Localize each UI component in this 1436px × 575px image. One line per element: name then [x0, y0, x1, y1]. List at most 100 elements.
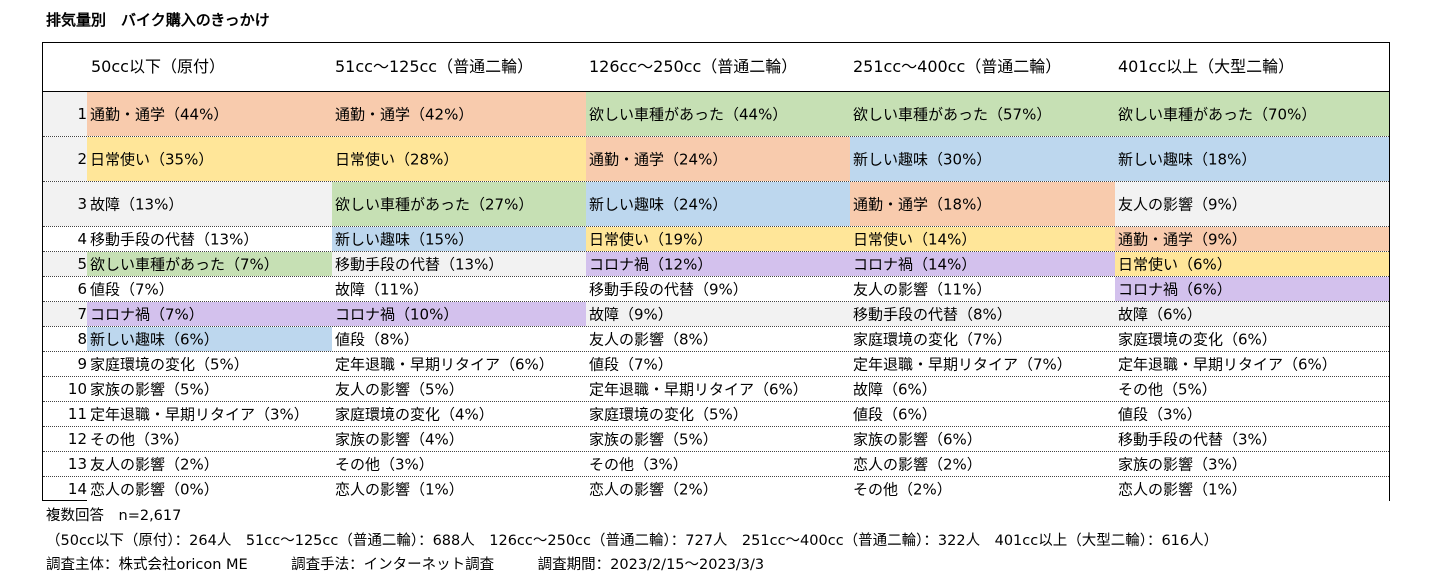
- table-cell: 通勤・通学（9%）: [1115, 227, 1389, 251]
- table-cell: 通勤・通学（44%）: [87, 92, 332, 136]
- table-cell: 故障（11%）: [332, 277, 586, 301]
- table-cell: 恋人の影響（2%）: [850, 452, 1115, 476]
- table-cell: 移動手段の代替（13%）: [87, 227, 332, 251]
- chart-title: 排気量別 バイク購入のきっかけ: [46, 11, 270, 29]
- table-cell: 新しい趣味（30%）: [850, 137, 1115, 181]
- table-cell: 故障（9%）: [586, 302, 850, 326]
- table-cell: 移動手段の代替（9%）: [586, 277, 850, 301]
- column-header-3: 126cc～250cc（普通二輪）: [589, 57, 798, 76]
- table-cell: 恋人の影響（2%）: [586, 477, 850, 501]
- rank-background: [43, 182, 87, 226]
- table-cell: 恋人の影響（1%）: [1115, 477, 1389, 501]
- rank-background: [43, 92, 87, 136]
- table-cell: 欲しい車種があった（7%）: [87, 252, 332, 276]
- table-row: 1 通勤・通学（44%） 通勤・通学（42%） 欲しい車種があった（44%） 欲しい車種…: [43, 92, 1389, 137]
- table-row: 4 移動手段の代替（13%） 新しい趣味（15%） 日常使い（19%） 日常使い（14%…: [43, 227, 1389, 252]
- table-cell: 日常使い（28%）: [332, 137, 586, 181]
- table-cell: コロナ禍（7%）: [87, 302, 332, 326]
- table-cell: 友人の影響（9%）: [1115, 182, 1389, 226]
- table-cell: 故障（6%）: [850, 377, 1115, 401]
- table-row: 14 恋人の影響（0%） 恋人の影響（1%） 恋人の影響（2%） その他（2%） 恋人の影…: [43, 477, 1389, 501]
- column-header-2: 51cc～125cc（普通二輪）: [335, 57, 534, 76]
- rank-background: [43, 302, 87, 326]
- table-cell: 値段（6%）: [850, 402, 1115, 426]
- rank-label: 8: [77, 330, 87, 348]
- table-cell: 通勤・通学（18%）: [850, 182, 1115, 226]
- rank-label: 10: [67, 380, 87, 398]
- table-cell: 通勤・通学（24%）: [586, 137, 850, 181]
- table-cell: その他（3%）: [332, 452, 586, 476]
- table-cell: 日常使い（35%）: [87, 137, 332, 181]
- table-cell: 日常使い（6%）: [1115, 252, 1389, 276]
- table-cell: 値段（7%）: [87, 277, 332, 301]
- table-row: 3 故障（13%） 欲しい車種があった（27%） 新しい趣味（24%） 通勤・通学（18…: [43, 182, 1389, 227]
- column-header-4: 251cc～400cc（普通二輪）: [853, 57, 1062, 76]
- rank-label: 4: [77, 230, 87, 248]
- table-header: 50cc以下（原付） 51cc～125cc（普通二輪） 126cc～250cc（普通…: [43, 43, 1389, 92]
- table-row: 2 日常使い（35%） 日常使い（28%） 通勤・通学（24%） 新しい趣味（30%）新…: [43, 137, 1389, 182]
- rank-label: 14: [67, 480, 87, 498]
- table-cell: コロナ禍（6%）: [1115, 277, 1389, 301]
- table-cell: 故障（6%）: [1115, 302, 1389, 326]
- table-cell: 欲しい車種があった（44%）: [586, 92, 850, 136]
- table-cell: コロナ禍（12%）: [586, 252, 850, 276]
- rank-label: 3: [77, 195, 87, 213]
- table-cell: 新しい趣味（15%）: [332, 227, 586, 251]
- table-cell: 値段（3%）: [1115, 402, 1389, 426]
- rank-label: 1: [77, 105, 87, 123]
- table-cell: 定年退職・早期リタイア（6%）: [586, 377, 850, 401]
- table-row: 5 欲しい車種があった（7%） 移動手段の代替（13%） コロナ禍（12%） コロナ禍（…: [43, 252, 1389, 277]
- table-cell: 友人の影響（11%）: [850, 277, 1115, 301]
- table-cell: 家庭環境の変化（6%）: [1115, 327, 1389, 351]
- rank-background: [43, 137, 87, 181]
- table-cell: 日常使い（14%）: [850, 227, 1115, 251]
- rank-label: 5: [77, 255, 87, 273]
- table-row: 13 友人の影響（2%） その他（3%） その他（3%） 恋人の影響（2%） 家族の影響（…: [43, 452, 1389, 477]
- table-row: 8 新しい趣味（6%） 値段（8%） 友人の影響（8%） 家庭環境の変化（7%） 家庭環境…: [43, 327, 1389, 352]
- table-cell: 家庭環境の変化（7%）: [850, 327, 1115, 351]
- table-cell: 家族の影響（6%）: [850, 427, 1115, 451]
- table-cell: 家族の影響（3%）: [1115, 452, 1389, 476]
- table-cell: 家族の影響（5%）: [87, 377, 332, 401]
- table-cell: その他（5%）: [1115, 377, 1389, 401]
- table-cell: 定年退職・早期リタイア（3%）: [87, 402, 332, 426]
- table-row: 9 家庭環境の変化（5%） 定年退職・早期リタイア（6%） 値段（7%） 定年退職・早期…: [43, 352, 1389, 377]
- table-cell: その他（3%）: [87, 427, 332, 451]
- table-cell: 家族の影響（5%）: [586, 427, 850, 451]
- table-cell: 欲しい車種があった（57%）: [850, 92, 1115, 136]
- table-cell: 友人の影響（5%）: [332, 377, 586, 401]
- rank-label: 12: [67, 430, 87, 448]
- table-cell: 値段（7%）: [586, 352, 850, 376]
- rank-label: 6: [77, 280, 87, 298]
- table-cell: 新しい趣味（18%）: [1115, 137, 1389, 181]
- table-cell: 移動手段の代替（13%）: [332, 252, 586, 276]
- note-survey-info: 調査主体：株式会社oricon ME 調査手法：インターネット調査 調査期間：2…: [46, 557, 765, 573]
- table-cell: コロナ禍（10%）: [332, 302, 586, 326]
- table-row: 12 その他（3%） 家族の影響（4%） 家族の影響（5%） 家族の影響（6%） 移動手段…: [43, 427, 1389, 452]
- rank-background: [43, 252, 87, 276]
- rank-label: 2: [77, 150, 87, 168]
- column-header-1: 50cc以下（原付）: [91, 57, 225, 76]
- table-cell: 欲しい車種があった（27%）: [332, 182, 586, 226]
- table-cell: 定年退職・早期リタイア（7%）: [850, 352, 1115, 376]
- table-cell: 欲しい車種があった（70%）: [1115, 92, 1389, 136]
- table-cell: 家庭環境の変化（5%）: [87, 352, 332, 376]
- table-cell: 恋人の影響（0%）: [87, 477, 332, 501]
- table-cell: 移動手段の代替（8%）: [850, 302, 1115, 326]
- table-row: 6 値段（7%） 故障（11%） 移動手段の代替（9%） 友人の影響（11%） コロナ禍（…: [43, 277, 1389, 302]
- ranking-table: 50cc以下（原付） 51cc～125cc（普通二輪） 126cc～250cc（普通…: [42, 42, 1390, 501]
- table-row: 10 家族の影響（5%） 友人の影響（5%） 定年退職・早期リタイア（6%） 故障（6%…: [43, 377, 1389, 402]
- table-row: 7 コロナ禍（7%） コロナ禍（10%） 故障（9%） 移動手段の代替（8%） 故障（6%…: [43, 302, 1389, 327]
- rank-label: 11: [67, 405, 87, 423]
- table-cell: 新しい趣味（24%）: [586, 182, 850, 226]
- rank-label: 9: [77, 355, 87, 373]
- table-cell: コロナ禍（14%）: [850, 252, 1115, 276]
- note-breakdown: （50cc以下（原付）：264人 51cc～125cc（普通二輪）：688人 1…: [46, 533, 1219, 549]
- table-cell: 故障（13%）: [87, 182, 332, 226]
- rank-label: 13: [67, 455, 87, 473]
- table-cell: 移動手段の代替（3%）: [1115, 427, 1389, 451]
- table-cell: その他（2%）: [850, 477, 1115, 501]
- table-cell: 家庭環境の変化（4%）: [332, 402, 586, 426]
- table-cell: 友人の影響（2%）: [87, 452, 332, 476]
- table-cell: 家庭環境の変化（5%）: [586, 402, 850, 426]
